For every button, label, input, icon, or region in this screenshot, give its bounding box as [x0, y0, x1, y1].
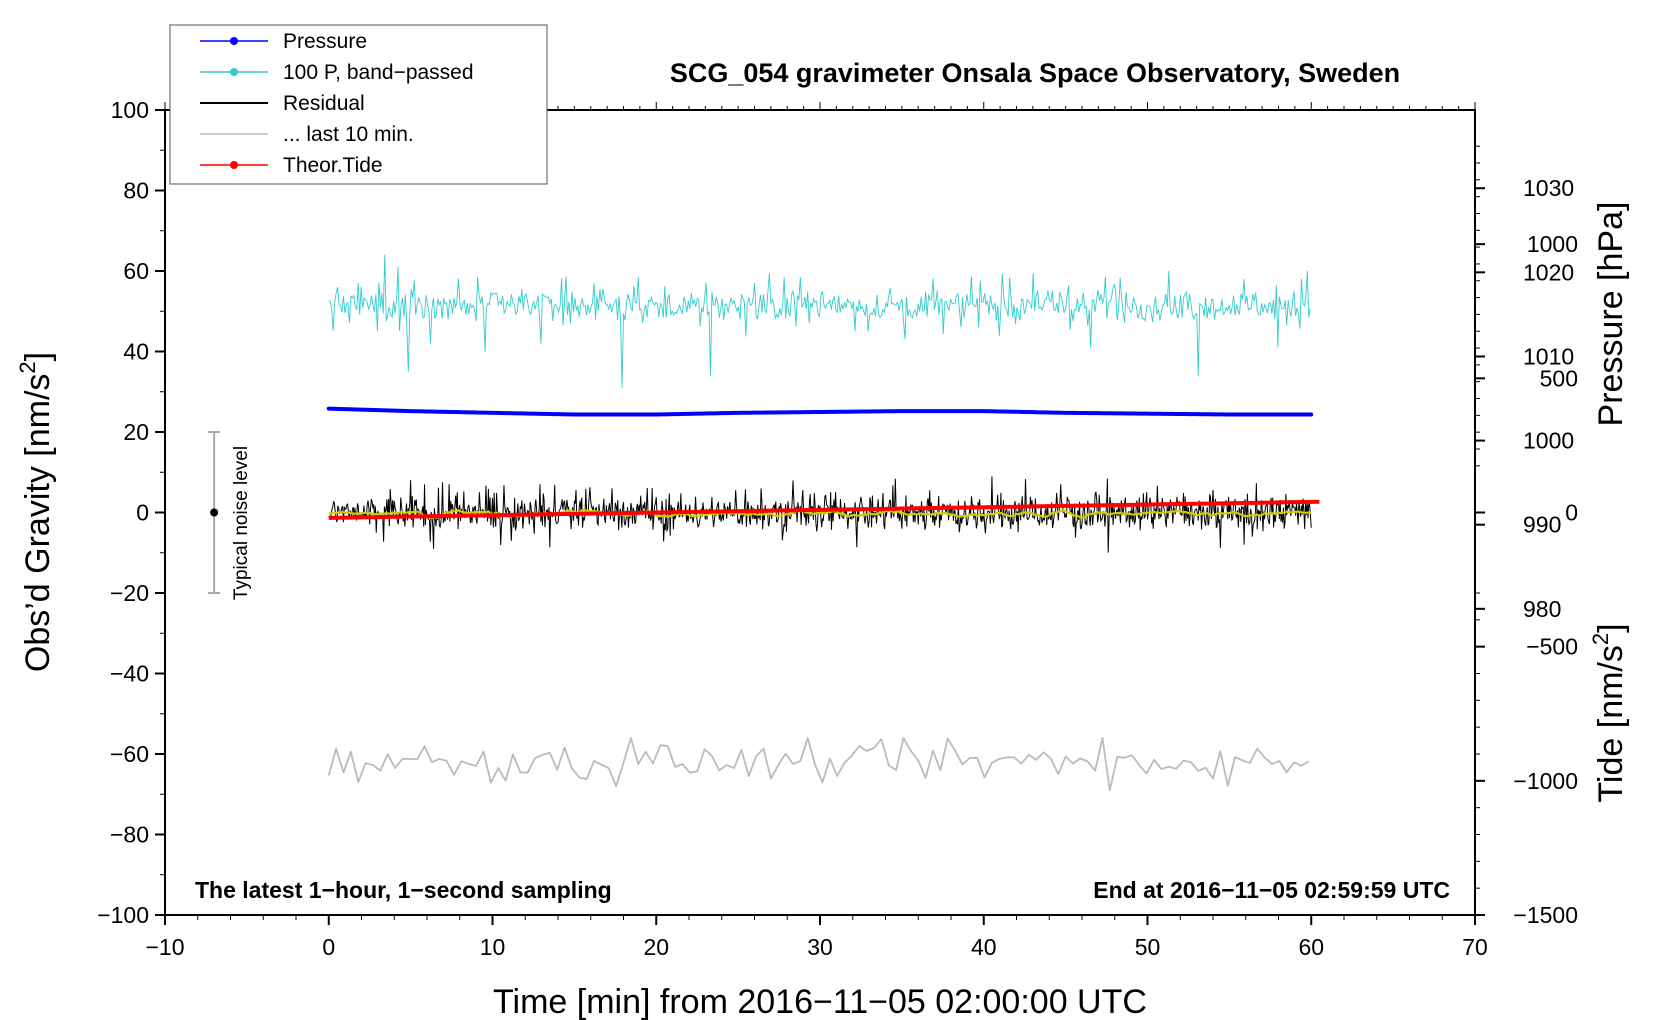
pressure-tick-label: 1030 [1523, 175, 1574, 201]
legend-label: ... last 10 min. [283, 123, 414, 146]
y-axis-title-gravity-close: ] [19, 352, 57, 361]
y-axis-title-gravity: Obs’d Gravity [nm/s2] [15, 352, 57, 672]
x-tick-label: 50 [1135, 934, 1161, 960]
y-axis-title-tide-sup: 2 [1588, 633, 1613, 645]
tide-tick-label: 0 [1565, 500, 1578, 526]
y-axis-title-tide: Tide [nm/s2] [1588, 623, 1630, 802]
y-axis-title-pressure: Pressure [hPa] [1592, 202, 1630, 427]
series-theoretical-tide [328, 499, 1320, 520]
y-axis-title-gravity-sup: 2 [15, 361, 40, 373]
y-axis-title-gravity-main: Obs’d Gravity [nm/s [19, 374, 57, 673]
series-last-10-min [327, 737, 1310, 792]
tide-tick-label: 1000 [1527, 231, 1578, 257]
y-left-tick-label: 0 [136, 500, 149, 526]
pressure-tick-label: 980 [1523, 596, 1561, 622]
y-left-tick-label: 60 [123, 258, 149, 284]
series-band-passed-pressure [328, 254, 1311, 388]
x-tick-label: 20 [643, 934, 669, 960]
legend-items: Pressure 100 P, band−passed Residual ... la… [200, 30, 474, 177]
y-left-tick-label: 100 [111, 97, 149, 123]
y-axis-title-tide-main: Tide [nm/s [1592, 645, 1630, 802]
legend-label: 100 P, band−passed [283, 61, 474, 84]
series-residual [328, 476, 1312, 553]
x-tick-label: 70 [1462, 934, 1488, 960]
x-axis-title: Time [min] from 2016−11−05 02:00:00 UTC [493, 983, 1147, 1020]
y-left-tick-label: 80 [123, 178, 149, 204]
tide-tick-label: 500 [1540, 365, 1578, 391]
x-tick-label: 10 [480, 934, 506, 960]
chart-title: SCG_054 gravimeter Onsala Space Observat… [670, 58, 1400, 88]
tide-tick-label: −500 [1526, 634, 1578, 660]
legend-label: Pressure [283, 30, 367, 53]
legend-marker [230, 161, 238, 169]
pressure-tick-label: 1010 [1523, 343, 1574, 369]
y-left-tick-label: −80 [110, 822, 149, 848]
pressure-tick-label: 1020 [1523, 259, 1574, 285]
series-layer [326, 254, 1320, 792]
noise-label: Typical noise level [231, 446, 252, 600]
x-tick-label: 30 [807, 934, 833, 960]
tide-tick-label: −1000 [1513, 768, 1578, 794]
x-tick-label: −10 [145, 934, 184, 960]
noise-indicator: Typical noise level [208, 431, 252, 600]
noise-bar-center-dot [210, 508, 219, 517]
pressure-tick-label: 990 [1523, 512, 1561, 538]
x-tick-label: 40 [971, 934, 997, 960]
legend-label: Theor.Tide [283, 154, 383, 177]
tide-tick-label: −1500 [1513, 902, 1578, 928]
y-left-tick-label: −60 [110, 741, 149, 767]
annotation-end-time: End at 2016−11−05 02:59:59 UTC [1093, 877, 1450, 903]
ticks-layer [155, 102, 1485, 925]
y-left-tick-label: −20 [110, 580, 149, 606]
annotation-sampling: The latest 1−hour, 1−second sampling [195, 877, 612, 903]
y-left-tick-label: 20 [123, 419, 149, 445]
series-pressure [326, 406, 1314, 417]
legend-box [169, 24, 548, 185]
y-axis-title-tide-close: ] [1592, 623, 1630, 632]
legend-marker [230, 37, 238, 45]
x-tick-label: 60 [1298, 934, 1324, 960]
y-left-tick-label: −100 [97, 902, 149, 928]
x-tick-label: 0 [322, 934, 335, 960]
labels-layer: −10 0 10 20 30 40 50 60 70−100−80−60−40−20020406… [97, 97, 1578, 960]
legend: Pressure 100 P, band−passed Residual ... la… [169, 24, 548, 185]
pressure-tick-label: 1000 [1523, 428, 1574, 454]
legend-marker [230, 68, 238, 76]
y-left-tick-label: 40 [123, 339, 149, 365]
y-left-tick-label: −40 [110, 661, 149, 687]
legend-label: Residual [283, 92, 365, 115]
